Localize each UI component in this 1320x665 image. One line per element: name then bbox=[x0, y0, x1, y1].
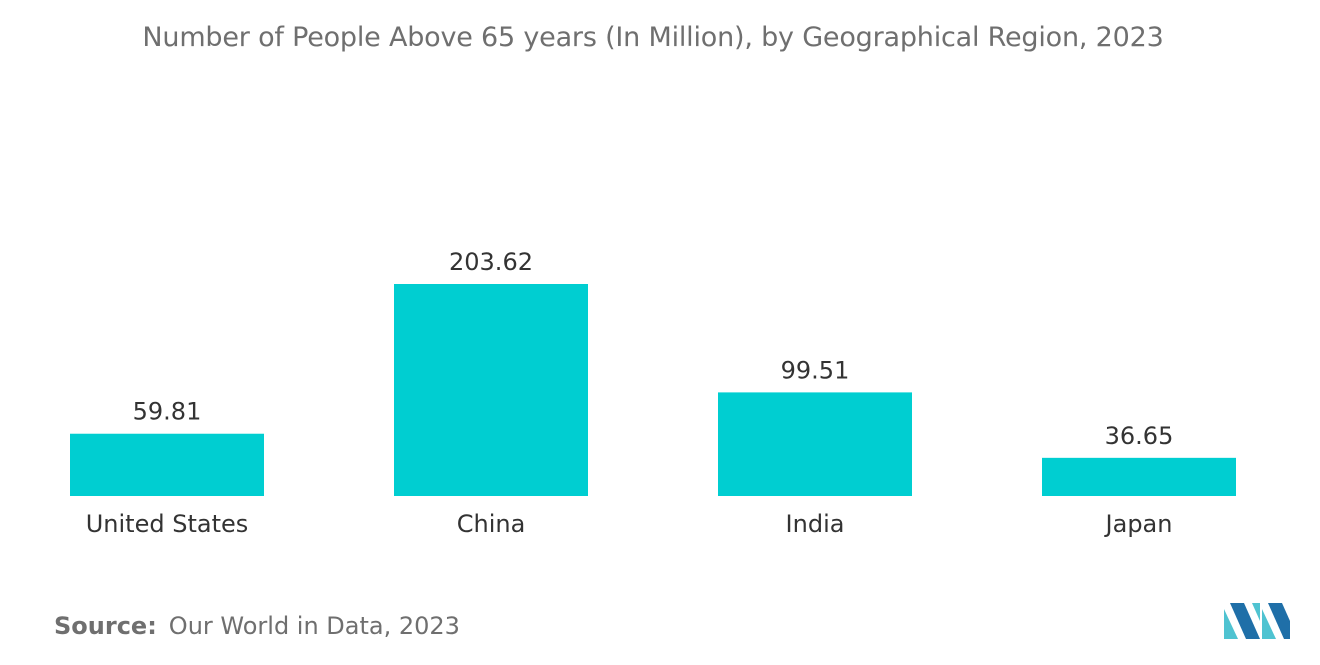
brand-logo-icon bbox=[1224, 603, 1290, 639]
bar-united-states bbox=[70, 433, 264, 496]
data-label: 203.62 bbox=[449, 248, 533, 276]
source-line: Source: Our World in Data, 2023 bbox=[54, 612, 460, 640]
bar-india bbox=[718, 392, 912, 496]
data-label: 59.81 bbox=[133, 398, 202, 426]
x-tick-label: China bbox=[457, 510, 526, 538]
data-label: 99.51 bbox=[781, 356, 850, 384]
bar-chart: 59.81 United States 203.62 China 99.51 India 3… bbox=[70, 248, 1236, 538]
bar-japan bbox=[1042, 457, 1236, 496]
x-tick-label: Japan bbox=[1104, 510, 1173, 538]
chart-title: Number of People Above 65 years (In Mill… bbox=[142, 22, 1164, 53]
source-text: Our World in Data, 2023 bbox=[168, 612, 460, 640]
data-label: 36.65 bbox=[1105, 422, 1174, 450]
bar-china bbox=[394, 284, 588, 496]
x-tick-label: India bbox=[786, 510, 845, 538]
source-label: Source: bbox=[54, 612, 157, 640]
x-tick-label: United States bbox=[86, 510, 249, 538]
